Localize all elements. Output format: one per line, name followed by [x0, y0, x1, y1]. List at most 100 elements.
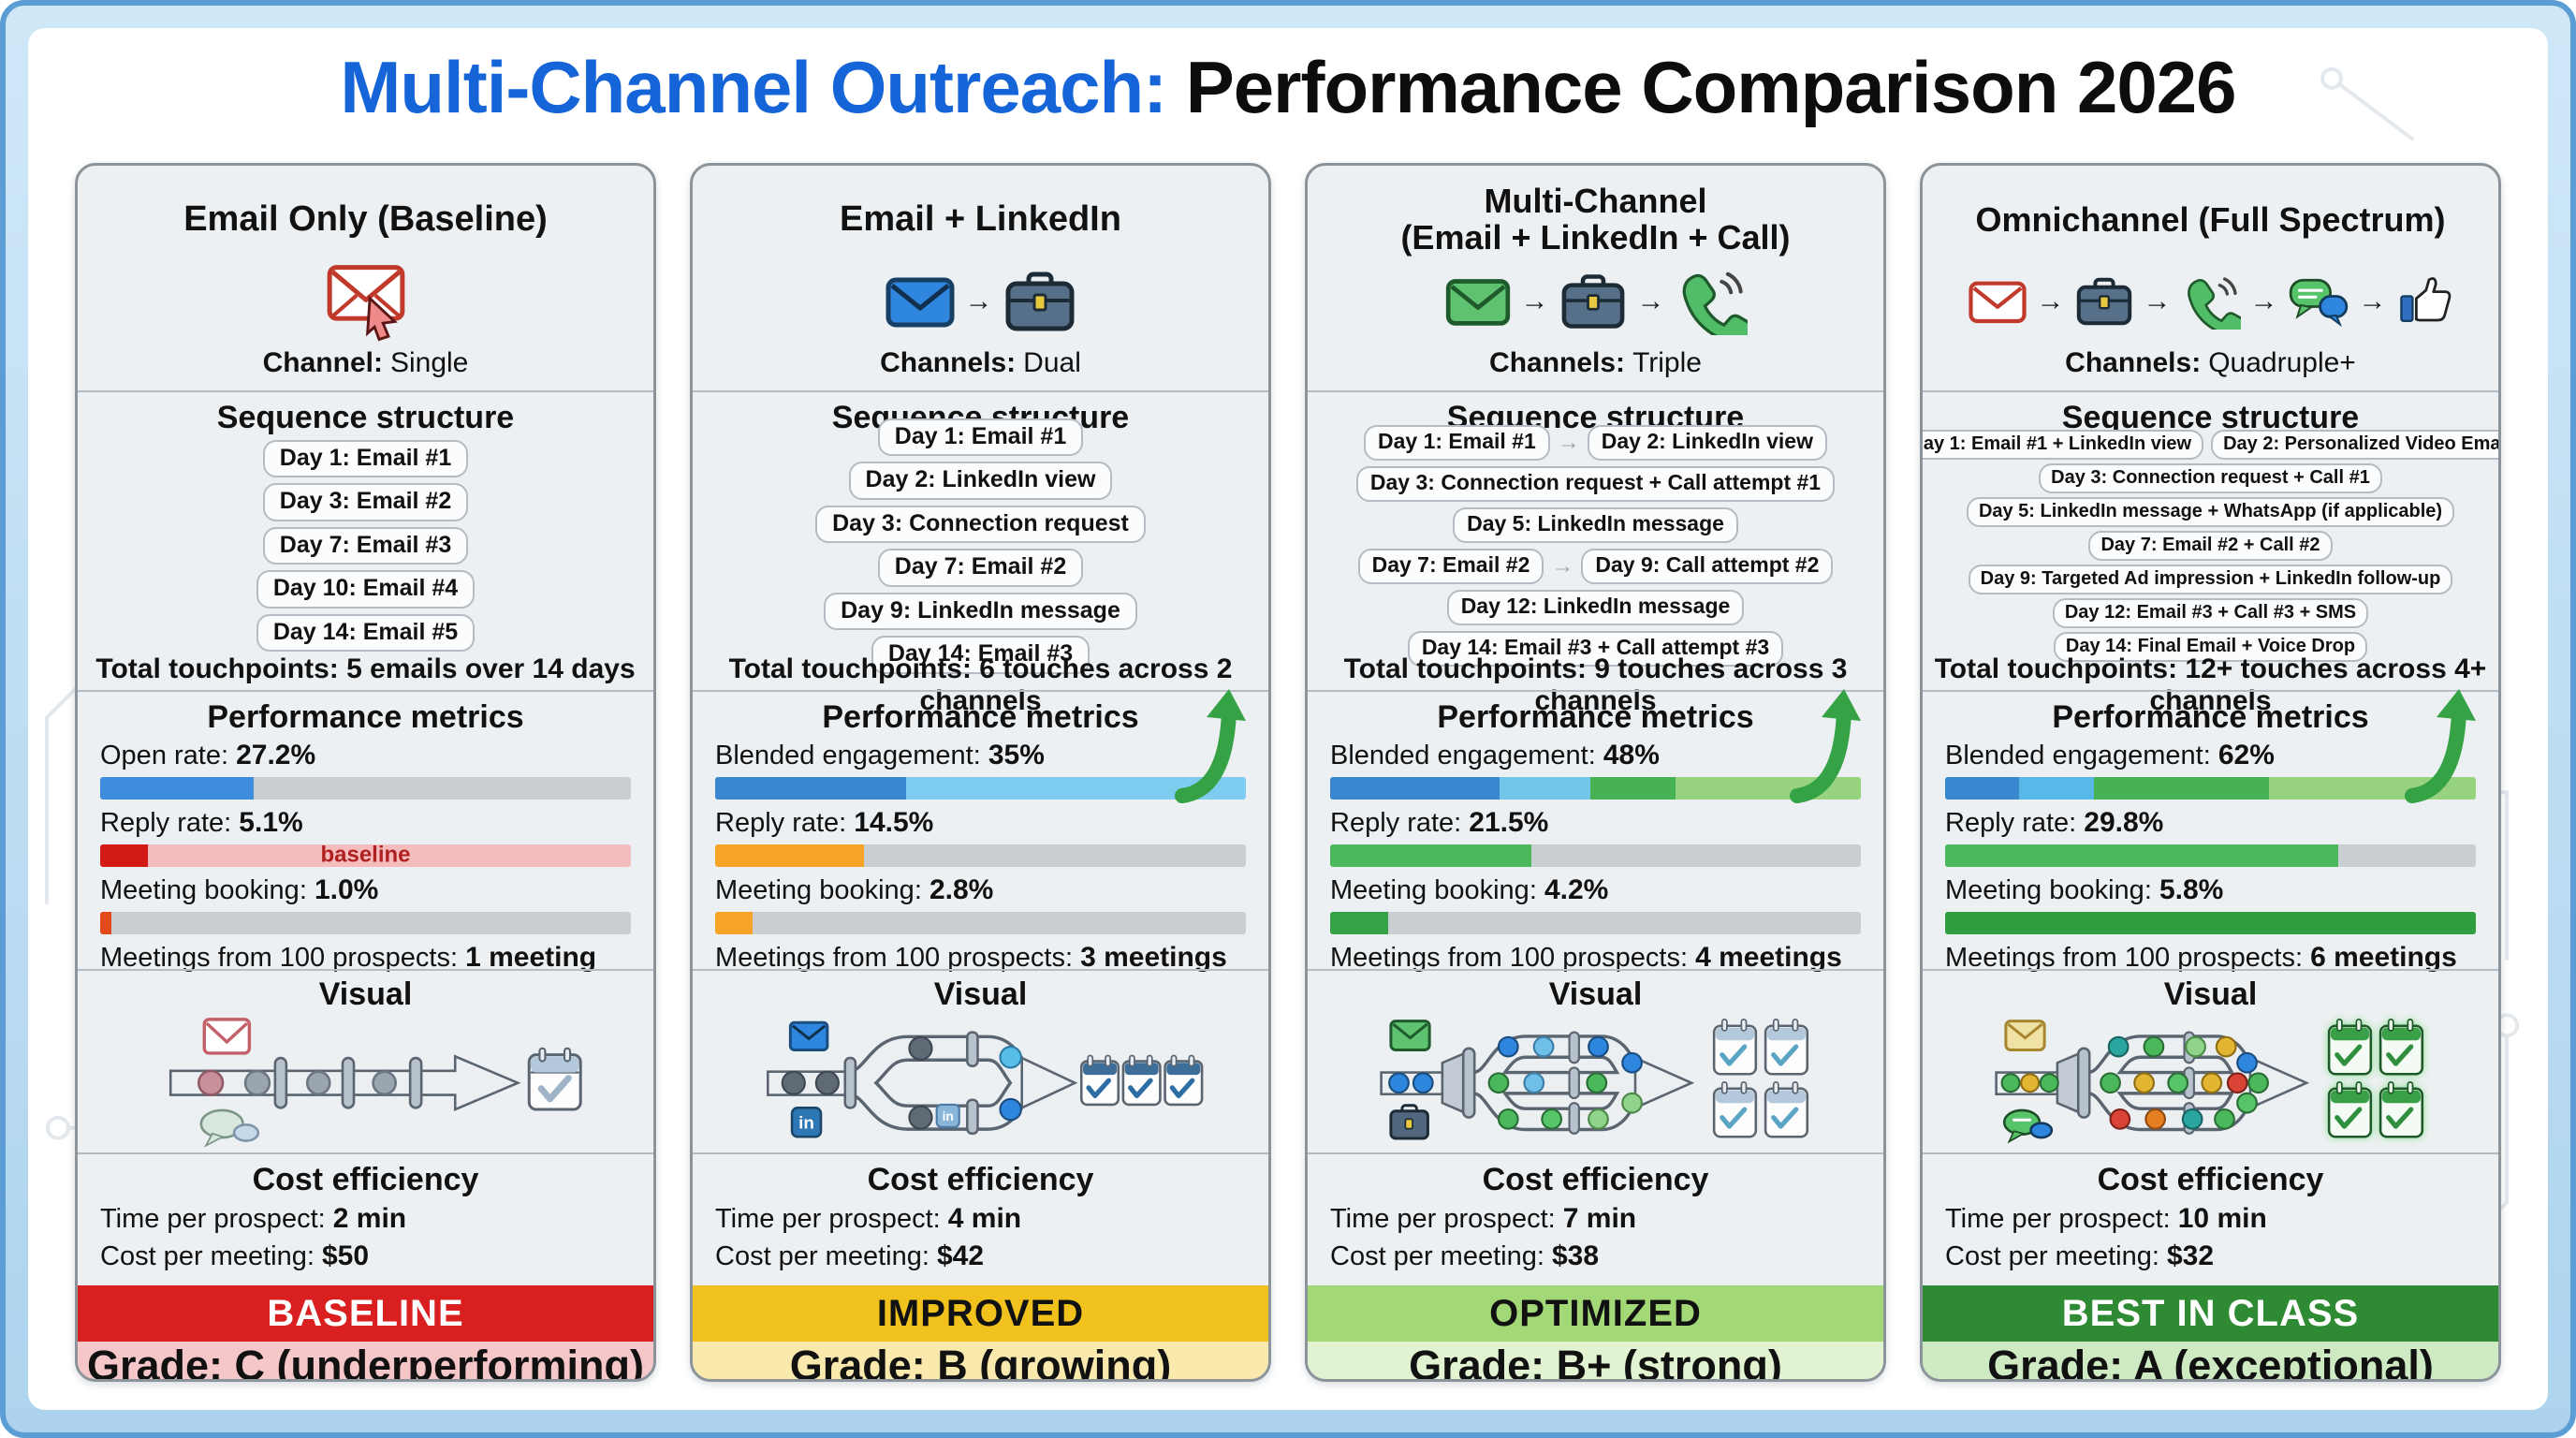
sequence-pill: Day 1: Email #1 [1363, 425, 1550, 462]
grade-row: Grade: C (underperforming) [78, 1342, 653, 1379]
channel-value: Quadruple+ [2208, 347, 2356, 378]
divider [693, 969, 1268, 971]
total-touchpoints: Total touchpoints: 9 touches across 3 ch… [1343, 653, 1848, 716]
cost-per-meeting: Cost per meeting: $38 [1330, 1240, 1600, 1271]
divider [1308, 969, 1883, 971]
metric-bar [100, 777, 631, 800]
divider [78, 969, 653, 971]
grade-row: Grade: B (growing) [693, 1342, 1268, 1379]
card-header: Omnichannel (Full Spectrum) → → → → Chan… [1923, 166, 2498, 390]
calendar-check-icon [1764, 1081, 1809, 1138]
sequence-rows: Day 1: Email #1 Day 3: Email #2 Day 7: E… [78, 439, 653, 653]
channel-icons: → → [1308, 261, 1883, 342]
channel-value: Single [389, 347, 469, 378]
cost-heading: Cost efficiency [252, 1162, 479, 1197]
sequence-pill: Day 14: Email #3 + Call attempt #3 [1407, 630, 1784, 667]
divider [78, 690, 653, 692]
cost-section: Cost efficiency Time per prospect: 7 min… [1308, 1154, 1883, 1285]
sequence-pill: Day 5: LinkedIn message + WhatsApp (if a… [1966, 497, 2455, 527]
metric-reply-rate: Reply rate: 21.5% [1330, 807, 1861, 867]
metric-value: 27.2% [236, 740, 316, 770]
sequence-rows: Day 1: Email #1 → Day 2: LinkedIn view Day… [1308, 425, 1883, 667]
divider [1923, 1152, 2498, 1154]
performance-heading: Performance metrics [207, 699, 524, 735]
metric-value: 5.8% [2159, 874, 2224, 905]
visual-section: Visual in in [693, 971, 1268, 1152]
metric-value: 5.1% [239, 807, 303, 838]
green-envelope-icon [1445, 279, 1510, 326]
visual-heading: Visual [933, 976, 1028, 1012]
pipeline-visual-dual: in in [767, 1020, 1204, 1138]
sequence-pill: Day 12: LinkedIn message [1446, 589, 1745, 625]
card-email-only: Email Only (Baseline) Channel: Single Seq… [75, 163, 656, 1382]
sequence-pill: Day 2: LinkedIn view [848, 462, 1113, 500]
card-title: Multi-Channel (Email + LinkedIn + Call) [1308, 179, 1883, 261]
divider [1923, 690, 2498, 692]
status-banner: BASELINE [78, 1285, 653, 1342]
card-header: Email + LinkedIn → Channels: Dual [693, 166, 1268, 390]
metric-reply-rate: Reply rate: 5.1% baseline [100, 807, 631, 867]
status-banner: IMPROVED [693, 1285, 1268, 1342]
sequence-pill: Day 14: Email #3 [871, 636, 1090, 674]
growth-arrow-icon [2405, 689, 2476, 803]
sequence-pill: Day 2: Personalized Video Email [2211, 430, 2498, 460]
divider [78, 390, 653, 392]
metric-reply-rate: Reply rate: 14.5% [715, 807, 1246, 867]
channel-value: Triple [1632, 347, 1702, 378]
metric-blended-engagement: Blended engagement: 48% [1330, 689, 1861, 803]
chat-bubbles-icon [2289, 278, 2348, 328]
arrow-icon: → [1636, 286, 1665, 316]
metric-value: 1.0% [314, 874, 379, 905]
performance-heading: Performance metrics [1437, 699, 1754, 735]
sequence-section: Sequence structure Day 1: Email #1 + Lin… [1923, 392, 2498, 716]
channel-count: Channel: Single [78, 347, 653, 379]
sequence-link-arrow: → [1557, 430, 1580, 456]
sequence-pill: Day 7: Email #2 + Call #2 [2088, 531, 2333, 561]
phone-icon [1682, 271, 1748, 335]
sequence-pill: Day 1: Email #1 + LinkedIn view [1923, 430, 2204, 460]
calendar-check-icon [1713, 1019, 1758, 1076]
card-title-line1: Multi-Channel [1484, 182, 1707, 221]
divider [693, 1152, 1268, 1154]
channel-label: Channels: [1489, 347, 1626, 378]
card-title-line1: Omnichannel (Full Spectrum) [1975, 199, 2446, 239]
metric-label: Reply rate: [100, 808, 232, 838]
metric-bar [1945, 777, 2476, 800]
sequence-pill: Day 14: Final Email + Voice Drop [2053, 632, 2368, 662]
briefcase-icon [1005, 271, 1074, 331]
channel-count: Channels: Triple [1308, 347, 1883, 379]
growth-arrow-icon [1175, 689, 1246, 803]
divider [693, 690, 1268, 692]
cost-heading: Cost efficiency [867, 1162, 1094, 1197]
svg-text:in: in [943, 1109, 954, 1123]
visual-section: Visual [1923, 971, 2498, 1152]
channel-label: Channels: [880, 347, 1017, 378]
metric-value: 14.5% [854, 807, 934, 838]
metric-bar [715, 912, 1246, 934]
metric-label: Blended engagement: [1330, 741, 1596, 770]
sequence-pill: Day 2: LinkedIn view [1587, 425, 1827, 462]
calendar-check-icon [1122, 1054, 1163, 1107]
metric-meeting-booking: Meeting booking: 1.0% [100, 874, 631, 934]
metric-bar [1945, 912, 2476, 934]
card-title-line1: Email + LinkedIn [840, 199, 1121, 240]
briefcase-icon [1561, 274, 1624, 329]
meetings-line: Meetings from 100 prospects: 1 meeting [100, 942, 597, 973]
page-title-highlight: Multi-Channel Outreach: [340, 46, 1167, 128]
arrow-icon: → [1520, 286, 1549, 316]
sequence-pill: Day 3: Connection request + Call #1 [2039, 463, 2382, 493]
performance-heading: Performance metrics [822, 699, 1139, 735]
calendar-check-icon [2379, 1019, 2424, 1076]
email-icon [1389, 1020, 1432, 1052]
cost-section: Cost efficiency Time per prospect: 4 min… [693, 1154, 1268, 1285]
visual-heading: Visual [2163, 976, 2258, 1012]
card-title-line2: (Email + LinkedIn + Call) [1400, 218, 1791, 257]
sequence-heading: Sequence structure [2061, 400, 2360, 435]
divider [1923, 390, 2498, 392]
metric-bar [100, 912, 631, 934]
metric-bar [1330, 912, 1861, 934]
metric-blended-engagement: Blended engagement: 35% [715, 689, 1246, 803]
sequence-pill: Day 3: Email #2 [262, 483, 469, 521]
cost-section: Cost efficiency Time per prospect: 10 mi… [1923, 1154, 2498, 1285]
